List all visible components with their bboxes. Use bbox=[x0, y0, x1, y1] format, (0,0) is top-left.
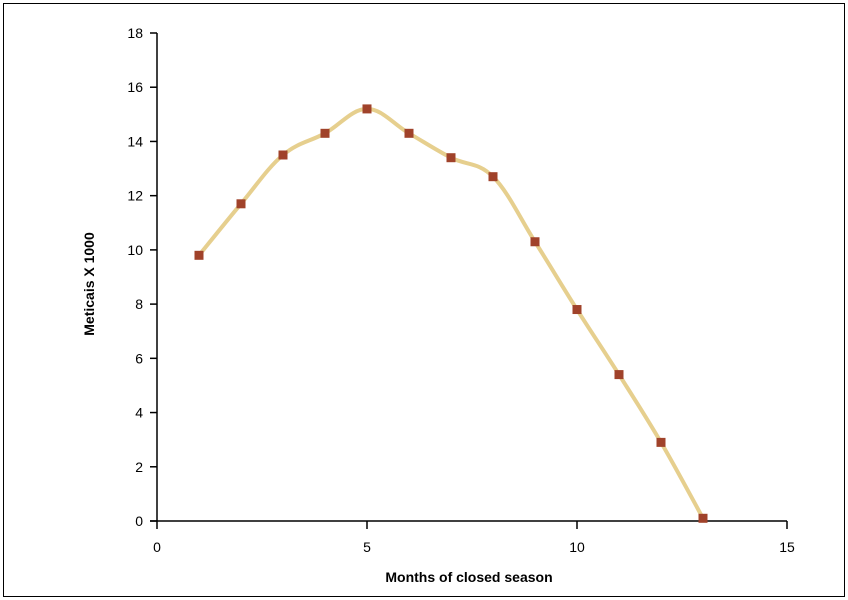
data-point bbox=[698, 513, 708, 523]
data-point bbox=[404, 128, 414, 138]
x-axis-title: Months of closed season bbox=[385, 569, 552, 585]
y-tick-label: 10 bbox=[127, 242, 143, 258]
y-axis-title: Meticais X 1000 bbox=[81, 232, 97, 336]
data-point bbox=[656, 437, 666, 447]
series-markers bbox=[194, 104, 708, 523]
data-point bbox=[614, 370, 624, 380]
series-line bbox=[197, 106, 705, 521]
y-tick-label: 18 bbox=[127, 25, 143, 41]
data-point bbox=[446, 153, 456, 163]
y-tick-label: 4 bbox=[135, 405, 143, 421]
data-point bbox=[236, 199, 246, 209]
y-tick-label: 6 bbox=[135, 350, 143, 366]
x-ticks: 0 5 10 15 bbox=[153, 521, 795, 555]
x-tick-label: 5 bbox=[363, 539, 371, 555]
y-ticks: 0 2 4 6 8 10 12 14 16 18 bbox=[127, 25, 157, 529]
data-point bbox=[194, 250, 204, 260]
data-point bbox=[488, 172, 498, 182]
data-point bbox=[320, 128, 330, 138]
y-axis: 0 2 4 6 8 10 12 14 16 18 bbox=[127, 25, 158, 529]
y-tick-label: 2 bbox=[135, 459, 143, 475]
y-tick-label: 12 bbox=[127, 188, 143, 204]
chart-frame bbox=[3, 3, 845, 597]
data-point bbox=[572, 305, 582, 315]
y-tick-label: 16 bbox=[127, 79, 143, 95]
x-axis: 0 5 10 15 bbox=[150, 520, 795, 555]
x-tick-label: 10 bbox=[569, 539, 585, 555]
y-tick-label: 0 bbox=[135, 513, 143, 529]
data-point bbox=[278, 150, 288, 160]
data-point bbox=[362, 104, 372, 114]
data-point bbox=[530, 237, 540, 247]
y-tick-label: 14 bbox=[127, 133, 143, 149]
x-tick-label: 0 bbox=[153, 539, 161, 555]
x-tick-label: 15 bbox=[779, 539, 795, 555]
y-tick-label: 8 bbox=[135, 296, 143, 312]
